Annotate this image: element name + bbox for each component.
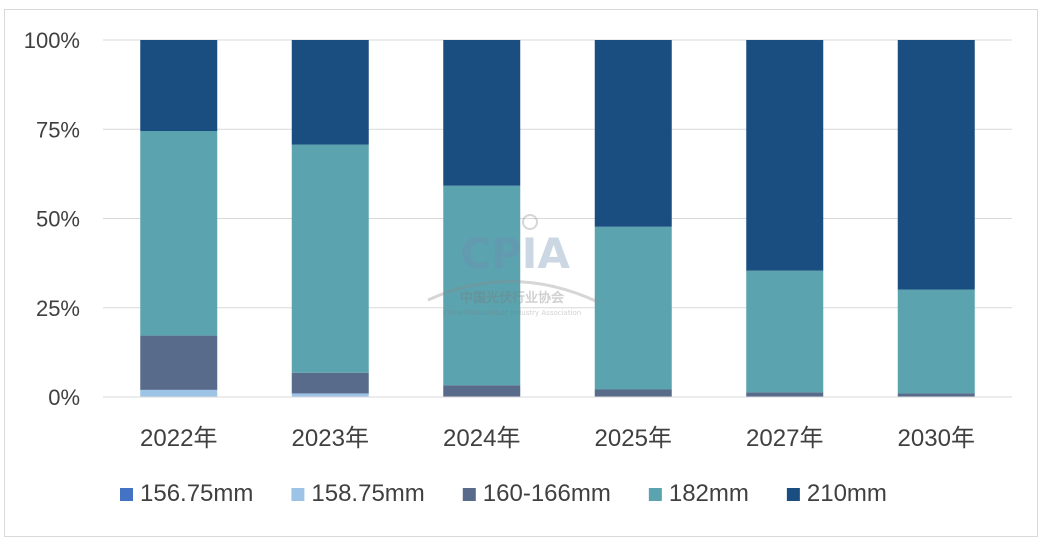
watermark-arc — [427, 280, 599, 304]
bar-segment — [140, 40, 218, 132]
legend-swatch — [462, 488, 476, 501]
y-tick-label: 75% — [36, 117, 80, 142]
y-tick-label: 0% — [48, 385, 80, 410]
legend-label: 182mm — [669, 480, 749, 507]
x-tick-label: 2022年 — [140, 425, 217, 452]
bar-segment — [594, 389, 672, 397]
bar-segment — [897, 40, 975, 290]
bar-segment — [897, 289, 975, 394]
y-tick-label: 25% — [36, 296, 80, 321]
bar-segment — [291, 40, 369, 145]
bar-segment — [594, 40, 672, 227]
bar-segment — [746, 270, 824, 393]
bar-segment — [140, 335, 218, 390]
bar-segment — [746, 392, 824, 397]
gridlines — [103, 39, 1012, 398]
legend-swatch — [648, 488, 662, 501]
watermark-name-en: China Photovoltaic Industry Association — [443, 309, 582, 317]
chart-frame — [4, 9, 1038, 537]
x-tick-label: 2025年 — [595, 425, 672, 452]
bar-segment — [443, 40, 521, 186]
x-tick-label: 2027年 — [746, 425, 823, 452]
legend-label: 210mm — [807, 480, 887, 507]
bars — [140, 40, 975, 397]
watermark-name-cn: 中国光伏行业协会 — [460, 290, 565, 306]
bar-segment — [746, 40, 824, 271]
y-tick-label: 50% — [36, 207, 80, 232]
legend: 156.75mm 158.75mm 160-166mm 182mm 210mm — [120, 480, 887, 507]
y-axis: 0% 25% 50% 75% 100% — [24, 28, 80, 410]
bar-segment — [291, 372, 369, 394]
legend-label: 156.75mm — [140, 480, 253, 507]
x-tick-label: 2024年 — [443, 425, 520, 452]
y-tick-label: 100% — [24, 28, 80, 53]
cpia-watermark-logo: CPIA 中国光伏行业协会 China Photovoltaic Industr… — [427, 214, 599, 317]
watermark-logo-text: CPIA — [460, 229, 570, 278]
legend-swatch — [120, 488, 133, 501]
legend-swatch — [786, 488, 800, 501]
bar-segment — [140, 131, 218, 336]
bar-segment — [897, 393, 975, 397]
bar-segment — [291, 144, 369, 373]
x-tick-label: 2023年 — [292, 425, 369, 452]
legend-swatch — [291, 488, 305, 501]
x-axis: 2022年 2023年 2024年 2025年 2027年 2030年 — [103, 396, 1012, 452]
bar-segment — [291, 393, 369, 397]
bar-segment — [443, 385, 521, 397]
legend-label: 158.75mm — [311, 480, 424, 507]
x-tick-label: 2030年 — [898, 425, 975, 452]
bar-segment — [594, 226, 672, 390]
legend-label: 160-166mm — [483, 480, 611, 507]
watermark-sun-icon — [522, 214, 538, 230]
bar-segment — [443, 185, 521, 386]
bar-segment — [140, 389, 218, 397]
